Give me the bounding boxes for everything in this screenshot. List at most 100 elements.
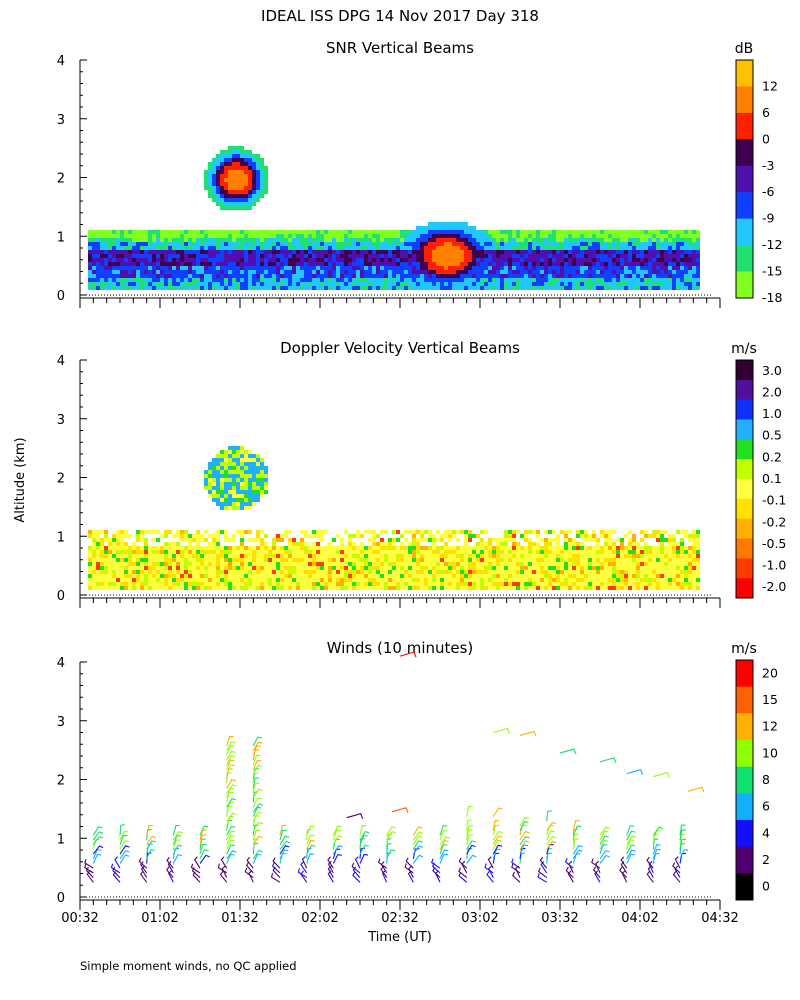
heatmap-cell bbox=[500, 562, 504, 566]
heatmap-cell bbox=[664, 230, 668, 234]
heatmap-cell bbox=[220, 206, 224, 210]
heatmap-cell bbox=[256, 474, 260, 478]
heatmap-cell bbox=[236, 146, 240, 150]
heatmap-cell bbox=[468, 550, 472, 554]
heatmap-cell bbox=[324, 586, 328, 590]
heatmap-cell bbox=[584, 262, 588, 266]
heatmap-cell bbox=[212, 162, 216, 166]
heatmap-cell bbox=[328, 258, 332, 262]
heatmap-cell bbox=[180, 570, 184, 574]
heatmap-cell bbox=[576, 246, 580, 250]
heatmap-cell bbox=[140, 582, 144, 586]
heatmap-cell bbox=[256, 194, 260, 198]
heatmap-cell bbox=[232, 502, 236, 506]
heatmap-cell bbox=[492, 566, 496, 570]
heatmap-cell bbox=[248, 562, 252, 566]
heatmap-cell bbox=[240, 146, 244, 150]
heatmap-cell bbox=[92, 234, 96, 238]
wind-barb bbox=[279, 845, 290, 855]
heatmap-cell bbox=[420, 262, 424, 266]
heatmap-cell bbox=[92, 570, 96, 574]
heatmap-cell bbox=[236, 274, 240, 278]
heatmap-cell bbox=[512, 578, 516, 582]
heatmap-cell bbox=[600, 278, 604, 282]
heatmap-cell bbox=[568, 538, 572, 542]
heatmap-cell bbox=[240, 278, 244, 282]
heatmap-cell bbox=[556, 242, 560, 246]
wind-barb bbox=[226, 741, 236, 751]
heatmap-cell bbox=[516, 574, 520, 578]
heatmap-cell bbox=[112, 242, 116, 246]
heatmap-cell bbox=[692, 578, 696, 582]
heatmap-cell bbox=[648, 242, 652, 246]
heatmap-cell bbox=[416, 582, 420, 586]
heatmap-cell bbox=[280, 250, 284, 254]
heatmap-cell bbox=[164, 266, 168, 270]
heatmap-cell bbox=[264, 246, 268, 250]
heatmap-cell bbox=[288, 254, 292, 258]
heatmap-cell bbox=[592, 278, 596, 282]
heatmap-cell bbox=[108, 246, 112, 250]
heatmap-cell bbox=[424, 282, 428, 286]
heatmap-cell bbox=[596, 254, 600, 258]
heatmap-cell bbox=[480, 230, 484, 234]
heatmap-cell bbox=[240, 582, 244, 586]
heatmap-cell bbox=[340, 278, 344, 282]
heatmap-cell bbox=[112, 566, 116, 570]
heatmap-cell bbox=[208, 166, 212, 170]
heatmap-cell bbox=[196, 250, 200, 254]
heatmap-cell bbox=[244, 278, 248, 282]
heatmap-cell bbox=[672, 246, 676, 250]
heatmap-cell bbox=[236, 582, 240, 586]
heatmap-cell bbox=[612, 282, 616, 286]
heatmap-cell bbox=[680, 270, 684, 274]
heatmap-cell bbox=[560, 274, 564, 278]
heatmap-cell bbox=[244, 474, 248, 478]
heatmap-cell bbox=[408, 254, 412, 258]
heatmap-cell bbox=[224, 174, 228, 178]
heatmap-cell bbox=[132, 546, 136, 550]
heatmap-cell bbox=[616, 574, 620, 578]
heatmap-cell bbox=[624, 566, 628, 570]
heatmap-cell bbox=[368, 230, 372, 234]
heatmap-cell bbox=[220, 286, 224, 290]
heatmap-cell bbox=[440, 566, 444, 570]
heatmap-cell bbox=[524, 246, 528, 250]
wind-barb bbox=[270, 873, 281, 883]
heatmap-cell bbox=[464, 558, 468, 562]
heatmap-cell bbox=[544, 546, 548, 550]
heatmap-cell bbox=[216, 478, 220, 482]
heatmap-cell bbox=[484, 262, 488, 266]
heatmap-cell bbox=[508, 550, 512, 554]
heatmap-cell bbox=[236, 586, 240, 590]
heatmap-cell bbox=[412, 274, 416, 278]
heatmap-cell bbox=[696, 546, 700, 550]
heatmap-cell bbox=[228, 586, 232, 590]
heatmap-cell bbox=[524, 282, 528, 286]
heatmap-cell bbox=[280, 582, 284, 586]
heatmap-cell bbox=[136, 234, 140, 238]
heatmap-cell bbox=[392, 570, 396, 574]
heatmap-cell bbox=[384, 274, 388, 278]
wind-barb bbox=[226, 750, 236, 761]
heatmap-cell bbox=[148, 566, 152, 570]
heatmap-cell bbox=[256, 534, 260, 538]
heatmap-cell bbox=[408, 542, 412, 546]
heatmap-cell bbox=[168, 278, 172, 282]
heatmap-cell bbox=[476, 250, 480, 254]
heatmap-cell bbox=[368, 282, 372, 286]
heatmap-cell bbox=[544, 254, 548, 258]
heatmap-cell bbox=[152, 546, 156, 550]
heatmap-cell bbox=[148, 250, 152, 254]
wind-barb bbox=[252, 815, 260, 827]
heatmap-cell bbox=[308, 254, 312, 258]
heatmap-cell bbox=[352, 274, 356, 278]
heatmap-cell bbox=[256, 558, 260, 562]
heatmap-cell bbox=[384, 234, 388, 238]
heatmap-cell bbox=[676, 546, 680, 550]
heatmap-cell bbox=[452, 258, 456, 262]
heatmap-cell bbox=[444, 250, 448, 254]
heatmap-cell bbox=[500, 246, 504, 250]
heatmap-cell bbox=[556, 274, 560, 278]
heatmap-cell bbox=[324, 530, 328, 534]
